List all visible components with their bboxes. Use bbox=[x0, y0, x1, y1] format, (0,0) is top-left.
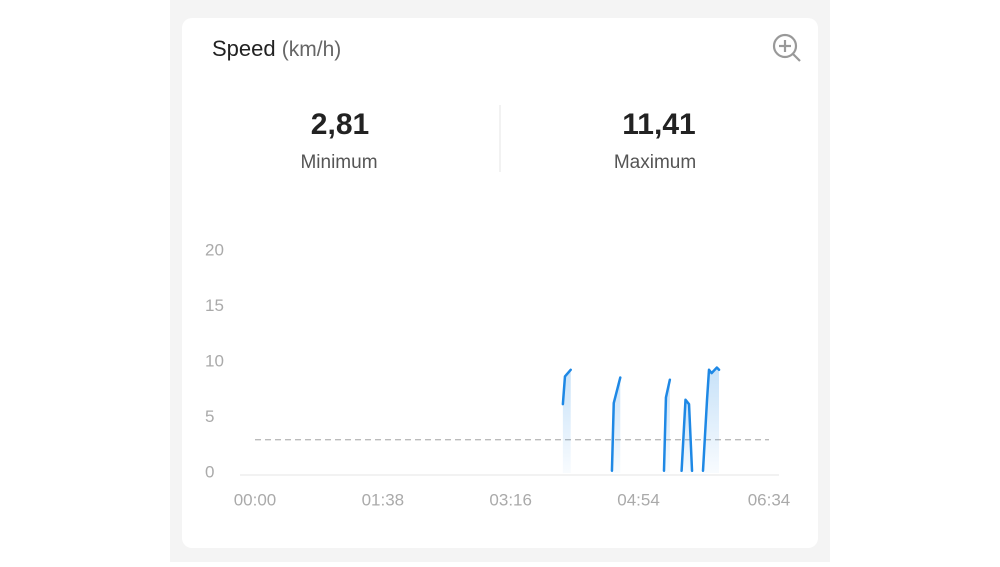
x-tick-label: 00:00 bbox=[234, 490, 277, 509]
area bbox=[702, 367, 720, 473]
zoom-button[interactable] bbox=[772, 33, 801, 62]
line bbox=[610, 376, 622, 473]
line bbox=[701, 366, 721, 473]
area bbox=[611, 377, 621, 473]
y-tick-label: 5 bbox=[205, 407, 214, 426]
y-tick-label: 10 bbox=[205, 351, 224, 370]
y-tick-label: 15 bbox=[205, 296, 224, 315]
line bbox=[680, 398, 694, 473]
x-tick-label: 03:16 bbox=[489, 490, 532, 509]
chart: 0 5 10 15 20 00:00 01:38 03:16 04:54 06:34 bbox=[205, 240, 790, 509]
stat-value: 11,41 bbox=[622, 108, 695, 141]
stat-label: Maximum bbox=[614, 152, 696, 173]
card bbox=[182, 18, 818, 548]
stat-label: Minimum bbox=[300, 152, 377, 173]
x-tick-label: 04:54 bbox=[617, 490, 660, 509]
y-tick-label: 20 bbox=[205, 240, 224, 259]
line bbox=[662, 378, 672, 473]
x-tick-label: 01:38 bbox=[362, 490, 405, 509]
card-title: Speed (km/h) bbox=[212, 36, 341, 61]
x-tick-label: 06:34 bbox=[748, 490, 791, 509]
area bbox=[562, 369, 571, 473]
y-tick-label: 0 bbox=[205, 462, 214, 481]
stat-value: 2,81 bbox=[311, 108, 369, 141]
line bbox=[561, 368, 572, 406]
